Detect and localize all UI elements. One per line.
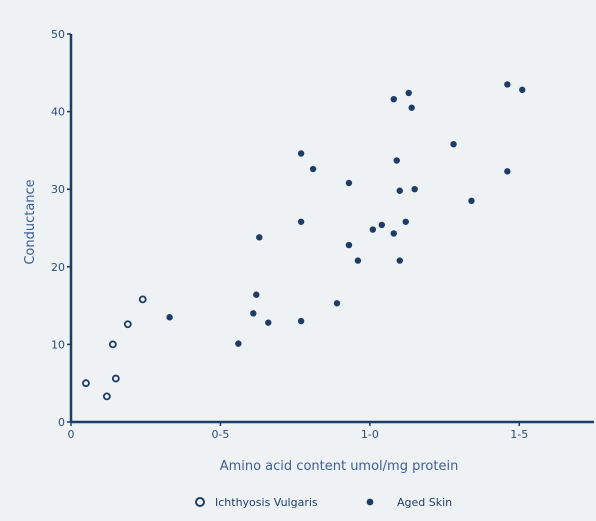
point-aged-skin (390, 230, 397, 237)
point-aged-skin (396, 257, 403, 264)
point-aged-skin (235, 340, 242, 347)
point-aged-skin (408, 104, 415, 111)
point-aged-skin (396, 187, 403, 194)
point-ichthyosis-vulgaris (111, 374, 120, 383)
point-aged-skin (166, 314, 173, 321)
point-aged-skin (297, 150, 305, 157)
y-tick-label: 30 (51, 183, 65, 196)
point-aged-skin (256, 234, 263, 241)
y-tick-label: 40 (51, 106, 65, 119)
point-aged-skin (450, 140, 457, 148)
point-aged-skin (345, 179, 353, 187)
y-tick-label: 50 (51, 28, 65, 41)
y-axis-title: Conductance (23, 179, 38, 264)
y-tick-label: 10 (51, 338, 65, 351)
legend-label-ichthyosis: Ichthyosis Vulgaris (215, 496, 318, 509)
point-aged-skin (405, 89, 412, 97)
point-aged-skin (504, 168, 511, 175)
y-tick-label: 0 (58, 416, 65, 429)
data-points (82, 81, 526, 401)
x-tick-label: 1-0 (361, 428, 379, 441)
point-aged-skin (468, 197, 475, 205)
point-aged-skin (390, 95, 397, 103)
point-aged-skin (504, 81, 511, 88)
legend-hollow-marker (195, 497, 205, 507)
point-aged-skin (297, 317, 305, 325)
x-axis-title: Amino acid content umol/mg protein (220, 459, 459, 474)
point-aged-skin (265, 319, 272, 326)
point-aged-skin (250, 310, 257, 317)
point-ichthyosis-vulgaris (102, 392, 111, 401)
legend-label-aged: Aged Skin (397, 496, 452, 509)
point-aged-skin (378, 221, 386, 229)
x-tick-label: 0 (68, 428, 75, 441)
point-aged-skin (333, 300, 341, 307)
point-ichthyosis-vulgaris (82, 379, 90, 388)
point-aged-skin (369, 226, 377, 233)
point-aged-skin (393, 157, 400, 164)
point-ichthyosis-vulgaris (138, 295, 147, 304)
point-aged-skin (402, 218, 409, 225)
x-tick-label: 0-5 (211, 428, 229, 441)
point-aged-skin (411, 186, 418, 193)
y-axis-ticks: 0 10 20 30 40 50 (51, 28, 71, 429)
point-aged-skin (354, 257, 362, 264)
x-tick-label: 1-5 (510, 428, 528, 441)
x-axis-ticks: 0 0-5 1-0 1-5 (68, 422, 528, 441)
legend-filled-marker (366, 498, 374, 506)
point-aged-skin (253, 291, 260, 298)
point-aged-skin (345, 241, 353, 249)
point-aged-skin (519, 86, 526, 94)
point-ichthyosis-vulgaris (123, 320, 132, 329)
point-aged-skin (297, 218, 305, 225)
point-ichthyosis-vulgaris (108, 340, 117, 349)
y-tick-label: 20 (51, 261, 65, 274)
legend: Ichthyosis Vulgaris Aged Skin (195, 496, 452, 509)
point-aged-skin (309, 165, 317, 173)
